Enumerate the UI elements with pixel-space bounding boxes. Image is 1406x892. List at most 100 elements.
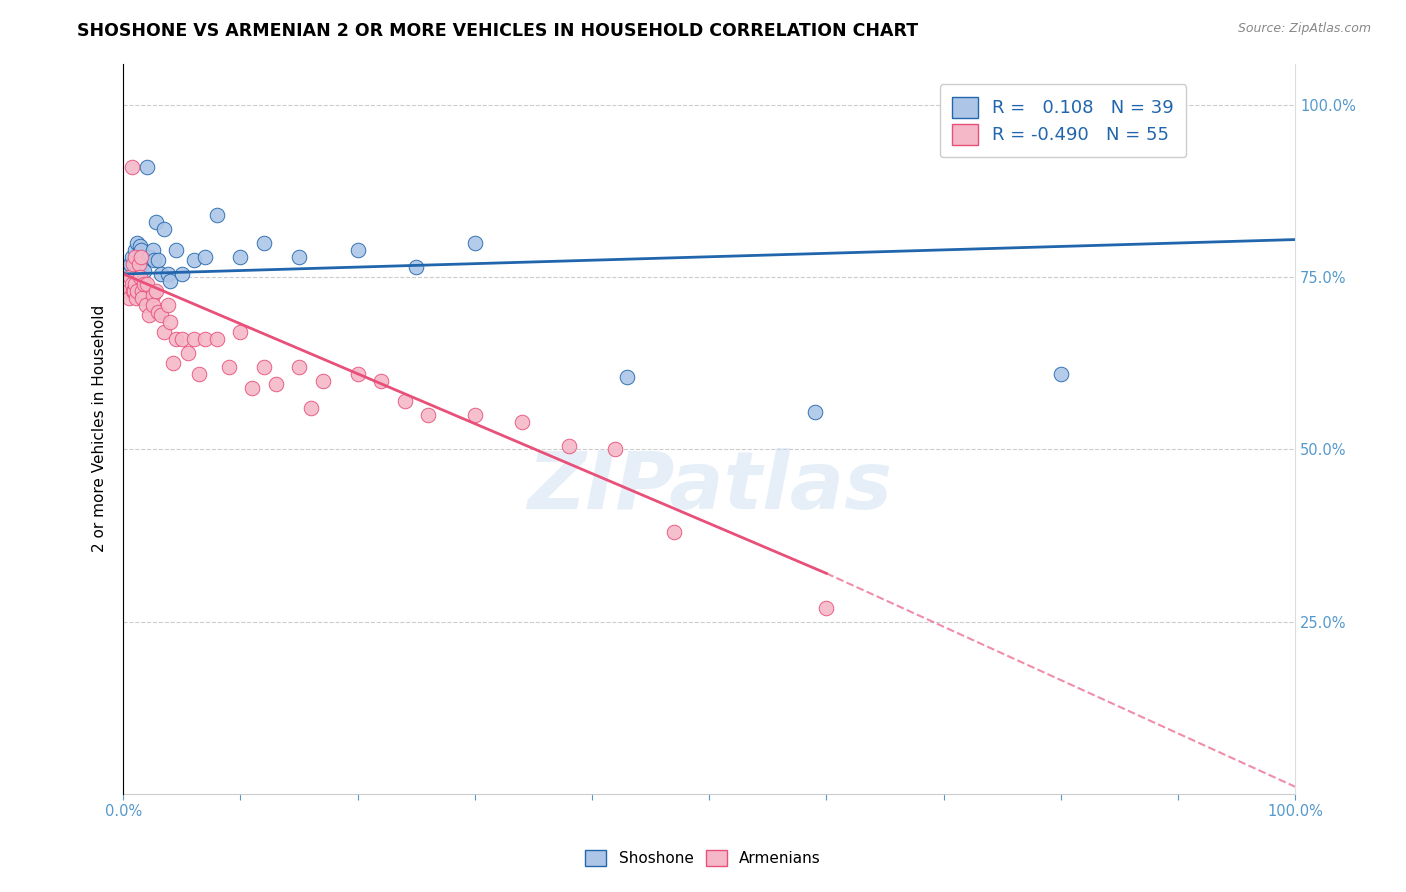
Point bbox=[194, 250, 217, 264]
Legend: R =   0.108   N = 39, R = -0.490   N = 55: R = 0.108 N = 39, R = -0.490 N = 55 bbox=[939, 84, 1187, 157]
Point bbox=[142, 253, 165, 268]
Point bbox=[165, 243, 187, 257]
Point bbox=[299, 401, 322, 416]
Point bbox=[120, 257, 142, 271]
Point bbox=[142, 287, 165, 301]
Point bbox=[124, 277, 146, 292]
Point bbox=[311, 374, 333, 388]
Point bbox=[127, 263, 149, 277]
Point bbox=[183, 332, 205, 346]
Point bbox=[165, 332, 187, 346]
Point bbox=[124, 243, 146, 257]
Point bbox=[510, 415, 533, 429]
Point bbox=[394, 394, 416, 409]
Point bbox=[264, 377, 287, 392]
Point bbox=[194, 332, 217, 346]
Point bbox=[162, 356, 184, 370]
Point bbox=[127, 235, 149, 250]
Point bbox=[662, 524, 685, 539]
Point bbox=[121, 270, 143, 285]
Point bbox=[205, 209, 228, 223]
Point bbox=[557, 439, 579, 453]
Point bbox=[142, 298, 165, 312]
Point bbox=[605, 442, 627, 457]
Point bbox=[128, 239, 150, 253]
Point bbox=[122, 284, 145, 298]
Point bbox=[125, 267, 148, 281]
Point bbox=[131, 284, 153, 298]
Point bbox=[153, 222, 176, 236]
Point bbox=[616, 370, 638, 384]
Point bbox=[124, 257, 146, 271]
Point bbox=[121, 257, 143, 271]
Point bbox=[145, 215, 167, 229]
Point bbox=[229, 326, 252, 340]
Point bbox=[464, 235, 486, 250]
Point bbox=[138, 308, 160, 322]
Point bbox=[288, 250, 311, 264]
Point bbox=[288, 359, 311, 374]
Point bbox=[240, 380, 263, 394]
Point bbox=[183, 253, 205, 268]
Point bbox=[253, 235, 276, 250]
Point bbox=[416, 408, 439, 422]
Legend: Shoshone, Armenians: Shoshone, Armenians bbox=[578, 842, 828, 873]
Point bbox=[125, 291, 148, 305]
Point bbox=[156, 298, 179, 312]
Point bbox=[134, 277, 156, 292]
Point bbox=[121, 250, 143, 264]
Text: Source: ZipAtlas.com: Source: ZipAtlas.com bbox=[1237, 22, 1371, 36]
Point bbox=[129, 243, 152, 257]
Point bbox=[153, 326, 176, 340]
Point bbox=[127, 284, 149, 298]
Point bbox=[129, 250, 152, 264]
Point bbox=[128, 270, 150, 285]
Point bbox=[346, 367, 368, 381]
Point bbox=[118, 260, 141, 274]
Point bbox=[124, 250, 146, 264]
Point bbox=[177, 346, 200, 360]
Point bbox=[148, 253, 170, 268]
Point bbox=[128, 257, 150, 271]
Point bbox=[205, 332, 228, 346]
Point bbox=[405, 260, 427, 274]
Point bbox=[218, 359, 240, 374]
Point bbox=[156, 267, 179, 281]
Point bbox=[148, 305, 170, 319]
Point bbox=[128, 267, 150, 281]
Point bbox=[346, 243, 368, 257]
Point bbox=[159, 315, 181, 329]
Y-axis label: 2 or more Vehicles in Household: 2 or more Vehicles in Household bbox=[93, 305, 107, 552]
Point bbox=[1049, 367, 1071, 381]
Point bbox=[815, 600, 838, 615]
Point bbox=[117, 284, 139, 298]
Point bbox=[135, 277, 157, 292]
Point bbox=[131, 257, 153, 271]
Point bbox=[142, 243, 165, 257]
Point bbox=[370, 374, 392, 388]
Text: ZIPatlas: ZIPatlas bbox=[527, 448, 891, 526]
Point bbox=[120, 270, 142, 285]
Point bbox=[131, 291, 153, 305]
Point bbox=[134, 263, 156, 277]
Point bbox=[121, 277, 143, 292]
Point bbox=[464, 408, 486, 422]
Point bbox=[188, 367, 211, 381]
Point bbox=[145, 284, 167, 298]
Point bbox=[170, 267, 193, 281]
Point bbox=[122, 284, 145, 298]
Point bbox=[170, 332, 193, 346]
Point bbox=[149, 267, 172, 281]
Point bbox=[121, 284, 143, 298]
Point bbox=[135, 161, 157, 175]
Point bbox=[149, 308, 172, 322]
Point bbox=[118, 291, 141, 305]
Point bbox=[135, 298, 157, 312]
Text: SHOSHONE VS ARMENIAN 2 OR MORE VEHICLES IN HOUSEHOLD CORRELATION CHART: SHOSHONE VS ARMENIAN 2 OR MORE VEHICLES … bbox=[77, 22, 918, 40]
Point bbox=[229, 250, 252, 264]
Point bbox=[253, 359, 276, 374]
Point bbox=[159, 274, 181, 288]
Point bbox=[138, 250, 160, 264]
Point bbox=[121, 161, 143, 175]
Point bbox=[803, 404, 825, 418]
